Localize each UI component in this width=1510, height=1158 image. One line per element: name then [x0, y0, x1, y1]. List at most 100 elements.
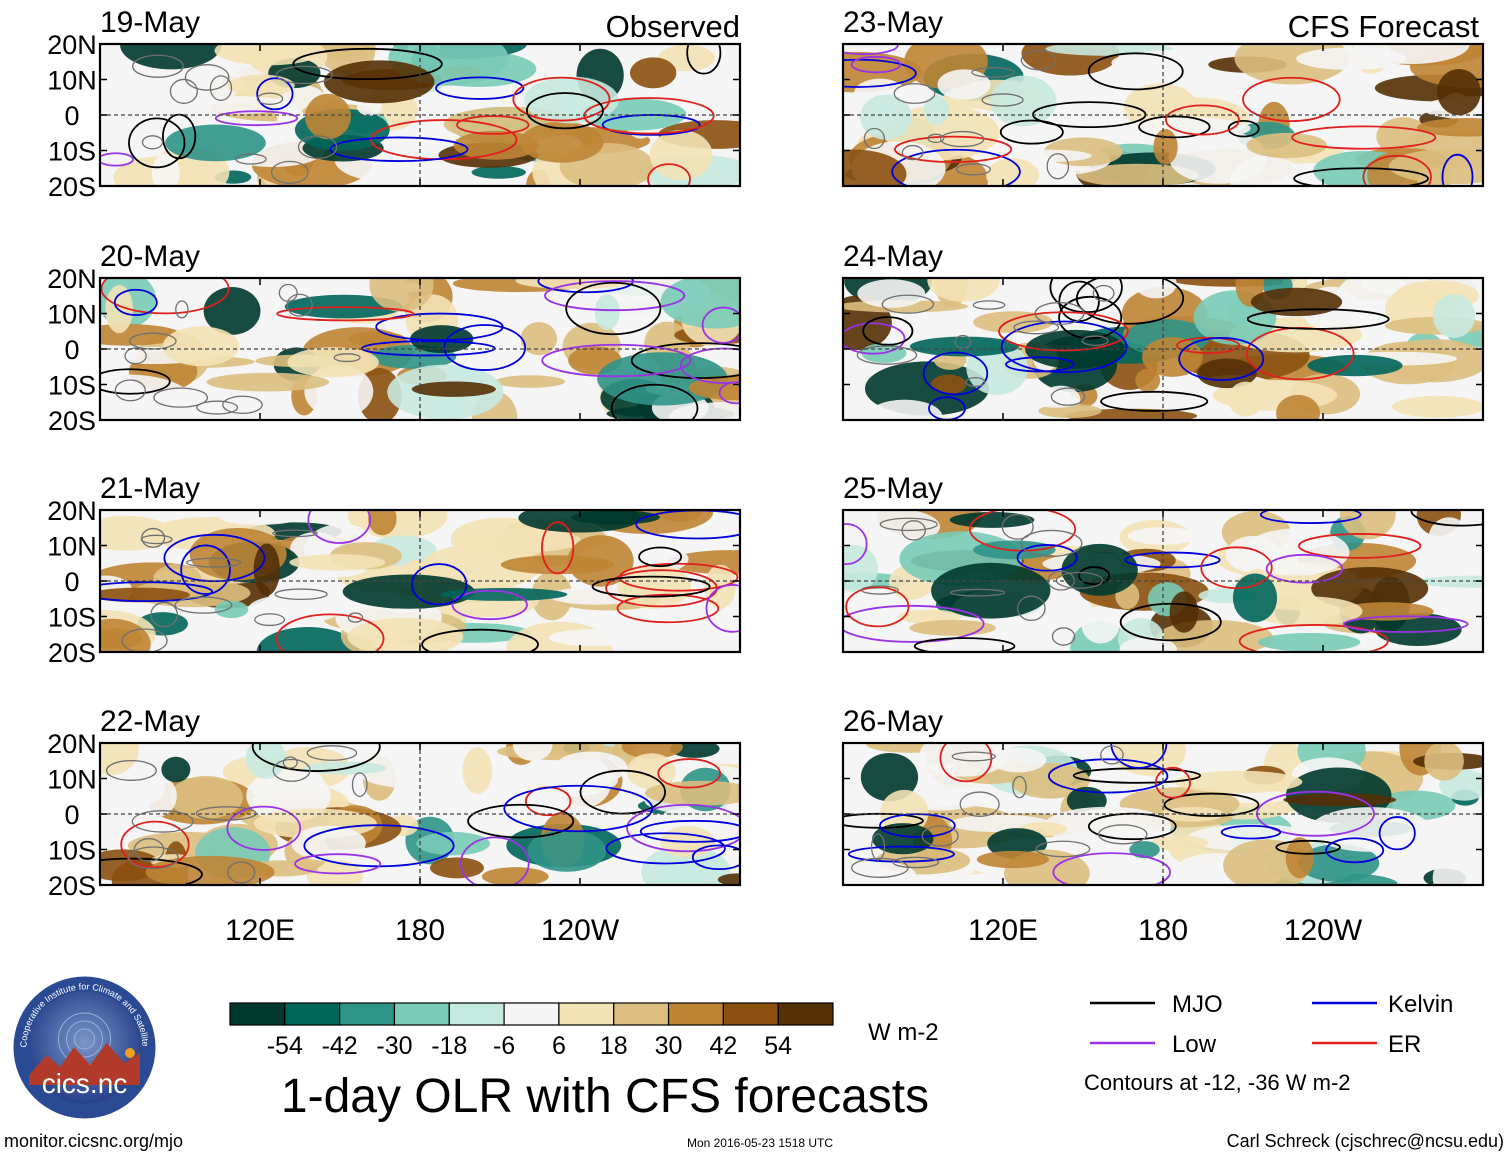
contour-er — [275, 613, 385, 652]
coastline — [892, 856, 940, 869]
contour-kelvin — [410, 563, 468, 606]
coastline — [270, 160, 309, 184]
coastline — [254, 613, 286, 627]
lon-tick-label: 120E — [968, 914, 1038, 947]
panel-date-label: 20-May — [100, 240, 200, 273]
contour-low — [843, 604, 985, 643]
contour-er — [1200, 546, 1273, 589]
olr-blob — [1169, 591, 1199, 633]
legend: MJO Kelvin Low ER Contours at -12, -36 W… — [1084, 991, 1453, 1095]
colorbar-segment — [284, 1002, 341, 1026]
coastline — [150, 601, 179, 628]
contour-low — [701, 306, 740, 344]
olr-blob — [161, 756, 191, 783]
olr-blob — [256, 626, 360, 652]
coastline — [972, 300, 1006, 310]
contour-mjo — [579, 769, 667, 815]
figure-title: 1-day OLR with CFS forecasts — [281, 1070, 929, 1123]
contour-kelvin — [605, 832, 726, 865]
contour-kelvin — [180, 544, 231, 595]
olr-blob — [368, 510, 397, 536]
contour-low — [1052, 852, 1171, 885]
panel-date-label: 22-May — [100, 705, 200, 738]
panel-date-label: 26-May — [843, 705, 943, 738]
coastline — [196, 400, 239, 415]
colorbar-segment — [667, 1002, 724, 1026]
colorbar: -54 -42 -30 -18 -6 6 18 30 42 54 — [229, 1002, 834, 1060]
contour-kelvin — [1047, 758, 1169, 794]
olr-blob — [927, 278, 1000, 302]
colorbar-segment — [613, 1002, 670, 1026]
lat-tick-label: 20N — [47, 30, 97, 60]
lat-tick-label: 20S — [48, 406, 96, 436]
olr-blob — [857, 279, 926, 308]
contour-low — [307, 510, 372, 544]
contour-er — [939, 743, 993, 783]
colorbar-segment — [229, 1002, 286, 1026]
lat-tick-label: 0 — [64, 800, 79, 830]
olr-blob — [621, 743, 683, 759]
contour-low — [451, 589, 528, 621]
legend-contour-note: Contours at -12, -36 W m-2 — [1084, 1070, 1351, 1095]
olr-blob — [1307, 354, 1403, 377]
contour-kelvin — [922, 351, 989, 396]
olr-blob — [1174, 770, 1303, 794]
contour-mjo — [999, 119, 1064, 145]
lat-tick-label: 10N — [47, 300, 97, 330]
panel-right-0: 23-May — [841, 6, 1485, 188]
contour-mjo — [1227, 119, 1260, 138]
olr-blob — [973, 311, 1054, 334]
coastline — [222, 395, 263, 414]
panel-left-3: 20N 10N 0 10S 20S 22-May — [47, 705, 742, 901]
contour-er — [1165, 104, 1240, 136]
coastline — [1020, 50, 1057, 71]
contour-low — [843, 44, 899, 56]
contour-er — [657, 758, 721, 789]
olr-field — [100, 44, 740, 186]
colorbar-tick-label: 54 — [764, 1032, 792, 1060]
lat-tick-label: 10N — [47, 66, 97, 96]
coastline — [133, 838, 165, 862]
contour-kelvin — [1000, 320, 1128, 374]
panel-right-2: 25-May — [841, 472, 1485, 654]
olr-blob — [923, 95, 949, 126]
coastline — [272, 758, 311, 782]
contour-low — [214, 110, 299, 127]
olr-field — [843, 278, 1483, 420]
coastline — [1001, 513, 1034, 540]
lat-tick-label: 10S — [48, 371, 96, 401]
coastline — [981, 93, 1024, 107]
olr-blob — [1392, 395, 1483, 418]
contour-mjo — [467, 803, 575, 839]
contour-mjo — [591, 575, 711, 598]
contour-kelvin — [1178, 336, 1265, 381]
contour-kelvin — [435, 76, 525, 100]
olr-blob — [1285, 837, 1314, 879]
olr-blob — [347, 617, 464, 652]
coastline — [121, 628, 168, 652]
lat-tick-label: 20N — [47, 264, 97, 294]
colorbar-tick-label: 6 — [552, 1032, 566, 1060]
coastline — [124, 347, 147, 365]
panel-left-2: 20N 10N 0 10S 20S 21-May — [47, 472, 742, 668]
contour-kelvin — [691, 844, 740, 871]
olr-blob — [495, 375, 566, 388]
coastline — [209, 75, 233, 101]
lon-tick-label: 120W — [541, 914, 620, 947]
olr-blob — [1061, 543, 1138, 596]
contour-er — [616, 593, 720, 624]
contour-low — [705, 584, 740, 633]
lat-tick-label: 10S — [48, 603, 96, 633]
contour-mjo — [686, 44, 722, 75]
contour-mjo — [1275, 839, 1341, 855]
lat-tick-label: 10S — [48, 836, 96, 866]
olr-blob — [520, 121, 604, 163]
olr-blob — [1005, 149, 1092, 162]
lon-tick-label: 180 — [395, 914, 445, 947]
olr-blob — [717, 873, 740, 885]
olr-blob — [1413, 575, 1483, 588]
coastline — [105, 759, 157, 781]
coastline — [131, 810, 194, 833]
olr-blob — [287, 347, 379, 378]
contour-kelvin — [443, 324, 527, 371]
